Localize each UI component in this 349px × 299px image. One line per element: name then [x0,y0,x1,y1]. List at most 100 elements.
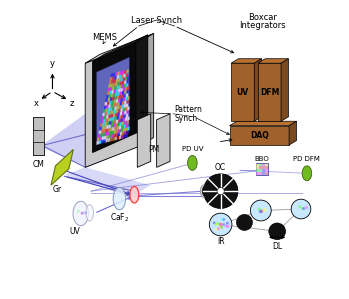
Polygon shape [97,137,99,141]
Text: Integrators: Integrators [239,22,285,30]
Circle shape [216,222,220,225]
Polygon shape [108,97,110,102]
Polygon shape [108,138,110,142]
Circle shape [302,207,305,210]
Polygon shape [114,129,116,134]
Polygon shape [127,130,129,135]
Polygon shape [118,129,121,133]
Polygon shape [118,118,120,123]
Ellipse shape [130,187,139,203]
Polygon shape [111,93,113,98]
Polygon shape [99,140,101,144]
Polygon shape [258,63,281,121]
Polygon shape [105,128,108,133]
Circle shape [218,226,221,229]
Polygon shape [124,83,126,88]
Polygon shape [119,125,121,129]
Polygon shape [127,76,129,80]
Polygon shape [126,83,128,87]
Circle shape [291,199,311,219]
Polygon shape [127,96,129,100]
Polygon shape [117,85,119,89]
Polygon shape [111,73,113,77]
Circle shape [218,222,221,225]
Polygon shape [122,131,124,135]
Polygon shape [109,124,111,129]
Polygon shape [230,121,297,126]
Circle shape [209,213,232,236]
Circle shape [203,174,238,208]
Polygon shape [97,57,129,145]
Text: DFM: DFM [260,88,279,97]
Polygon shape [118,122,120,126]
Polygon shape [118,132,120,137]
Circle shape [225,225,228,228]
Polygon shape [121,104,124,109]
Polygon shape [110,117,112,122]
Polygon shape [120,71,122,75]
Polygon shape [115,92,118,97]
Polygon shape [105,101,107,106]
Polygon shape [119,105,121,109]
Circle shape [258,208,261,211]
Polygon shape [126,79,129,84]
Polygon shape [117,126,119,130]
Text: DAQ: DAQ [250,131,269,140]
Polygon shape [124,94,126,98]
Polygon shape [117,71,120,76]
Polygon shape [118,98,120,103]
Text: y: y [50,59,55,68]
Polygon shape [124,114,126,118]
Text: UV: UV [69,227,80,236]
Polygon shape [114,89,116,94]
Polygon shape [108,128,110,132]
Polygon shape [99,136,102,141]
Polygon shape [110,97,112,101]
Polygon shape [126,93,128,97]
Ellipse shape [188,155,197,170]
Polygon shape [103,119,105,123]
Circle shape [301,207,304,210]
Polygon shape [109,100,111,105]
Polygon shape [85,33,154,63]
Polygon shape [109,114,111,118]
Polygon shape [124,73,126,78]
Polygon shape [119,94,121,99]
Polygon shape [124,120,127,125]
Bar [259,167,262,169]
Circle shape [81,212,84,215]
Text: DL: DL [272,242,282,251]
Text: PD UV: PD UV [181,146,203,152]
Bar [262,172,265,175]
Polygon shape [124,130,127,135]
Bar [257,164,259,166]
Polygon shape [92,35,148,62]
Polygon shape [125,127,127,132]
Polygon shape [117,115,119,120]
Polygon shape [120,101,122,106]
Polygon shape [121,114,124,119]
Polygon shape [97,141,99,145]
Circle shape [227,225,230,228]
Polygon shape [107,101,109,105]
Circle shape [236,214,252,231]
Polygon shape [124,90,127,94]
Polygon shape [108,87,110,92]
Polygon shape [106,135,109,139]
Polygon shape [121,84,124,89]
Polygon shape [114,99,116,104]
Text: Gr: Gr [52,185,61,194]
Polygon shape [109,80,111,85]
Polygon shape [113,72,115,77]
Text: PM: PM [148,145,159,154]
Bar [259,172,262,175]
Polygon shape [127,116,129,121]
Polygon shape [123,127,125,132]
Polygon shape [125,76,127,81]
Polygon shape [112,130,114,135]
Polygon shape [112,96,114,101]
Polygon shape [104,115,106,120]
Polygon shape [110,107,112,112]
Polygon shape [109,131,112,135]
Polygon shape [103,129,105,133]
